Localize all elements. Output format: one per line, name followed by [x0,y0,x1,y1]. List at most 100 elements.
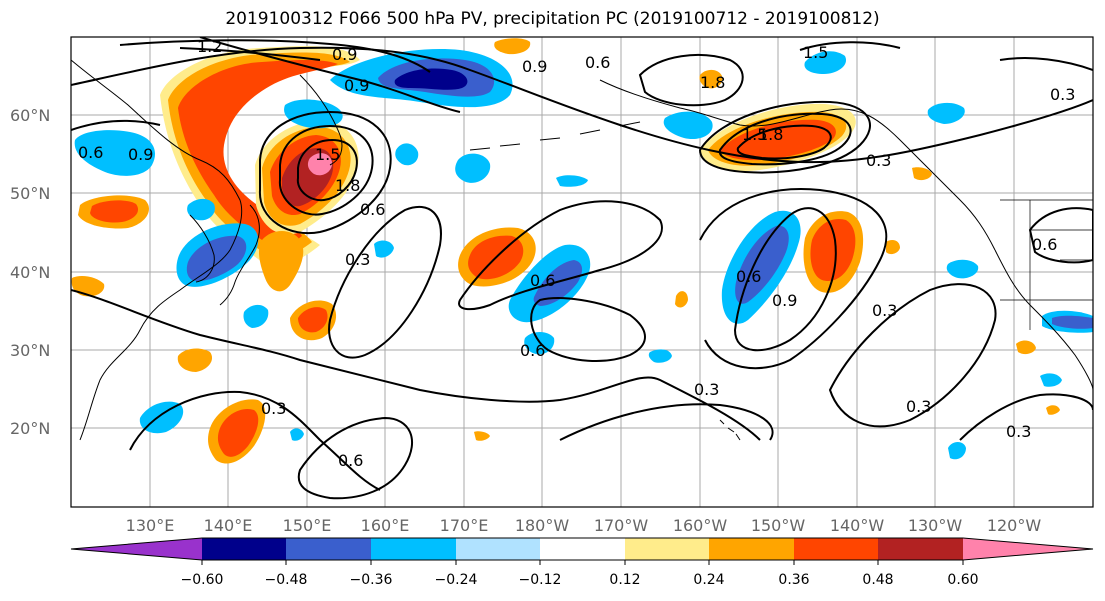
contour-label: 1.8 [335,176,360,195]
contour-label: 1.5 [742,125,767,144]
shade-orange-small1 [71,276,105,297]
lat-axis: 60°N 50°N 40°N 30°N 20°N [10,106,50,438]
colorbar-cell [625,538,709,560]
contour-east-north [999,57,1093,71]
shade-alaska-orange [699,69,723,89]
contour-label: 1.5 [315,145,340,164]
lon-label: 120°W [987,516,1042,535]
colorbar-cell [963,538,1093,560]
contour-label: 0.3 [872,301,897,320]
contour-label: 0.3 [261,399,286,418]
coast-asia [71,59,243,441]
shade-kuril-pink [307,153,333,176]
contour-label: 0.3 [694,380,719,399]
shade-sub-blue [139,401,184,434]
shade-orange-small5 [1046,405,1060,415]
shade-bc-blue [946,259,979,279]
colorbar-tick-label: 0.24 [693,572,724,588]
shade-china-blue [74,130,156,176]
contour-label: 0.3 [906,397,931,416]
shade-far-east-blue [948,442,966,460]
contour-label: 0.6 [585,53,610,72]
shade-cp-darkblue [533,260,583,306]
shade-gulf-top-blue [804,51,847,74]
contour-0.6-subtropics [297,416,414,500]
contour-label: 1.8 [700,73,725,92]
shade-ph-orange [177,348,213,372]
state-lines [1000,199,1093,330]
lat-label: 30°N [10,341,50,360]
shade-sub2-blue [290,428,304,441]
coast-na [994,249,1093,391]
shade-korea-blue [187,198,215,221]
shade-stw-red [298,307,328,333]
lon-label: 170°E [440,516,489,535]
shade-sub-red [217,408,259,457]
shade-nep2-orange [886,240,900,255]
contour-label: 0.6 [530,271,555,290]
contour-0.3-southeast [959,393,1093,441]
shade-cp3-blue [648,349,672,363]
colorbar-tick-label: −0.24 [435,572,478,588]
shade-nep-red [810,218,856,282]
contour-0.6-cp [530,297,646,363]
contour-west-coast-ring [1028,207,1093,264]
contour-1.2-north [179,47,321,61]
shade-china-red [90,200,139,223]
contour-gulf-ring2 [718,112,852,166]
coast-hawaii [719,419,741,441]
contour-label: 0.3 [1050,85,1075,104]
contour-label: 0.6 [360,200,385,219]
shade-nep3-orange [675,291,688,308]
shade-gulf-blue2 [927,102,965,124]
contour-label: 0.9 [128,145,153,164]
contour-0.3-ring [328,205,442,359]
colorbar-cell [540,538,625,560]
contour-0.3-mid [71,289,761,441]
colorbar-ticks [201,560,964,565]
coastlines [71,59,1093,441]
lat-label: 40°N [10,263,50,282]
colorbar-cell [371,538,456,560]
shade-okhotsk-red [178,60,338,247]
shade-nep-darkblue [735,225,789,304]
colorbar-cell [456,538,540,560]
contour-label: 0.9 [344,76,369,95]
shade-orange-small3 [474,431,490,441]
contour-label: 1.2 [197,37,222,56]
colorbar-cell [794,538,878,560]
colorbar-cell [202,538,286,560]
shade-blue-small5 [556,175,588,187]
shade-aleutian-east-blue [663,111,713,140]
lon-label: 140°E [204,516,253,535]
colorbar-tick-labels: −0.60 −0.48 −0.36 −0.24 −0.12 0.12 0.24 … [181,572,979,588]
coast-korea [189,214,215,283]
contour-0.6-west [71,119,161,131]
shade-orange-small2 [1016,340,1036,355]
contour-label: 0.3 [1006,422,1031,441]
colorbar-tick-label: −0.12 [519,572,562,588]
coast-kamchatka [299,74,343,166]
lat-label: 60°N [10,106,50,125]
contour-label: 0.6 [78,143,103,162]
contour-gulf-ring3 [736,124,832,160]
contour-label: 0.3 [345,250,370,269]
coast-aleutians [469,121,641,151]
lon-label: 180°W [515,516,570,535]
colorbar-cells [70,537,1094,561]
lon-axis: 130°E 140°E 150°E 160°E 170°E 180°W 170°… [126,516,1042,535]
shade-orange-small4 [912,167,932,181]
contour-label: 0.6 [338,451,363,470]
lon-label: 130°W [908,516,963,535]
lat-label: 50°N [10,184,50,203]
shade-west-coast-darkblue [1052,315,1093,329]
colorbar-cell [71,538,202,560]
contour-label: 0.3 [866,151,891,170]
contour-gulf-ring1 [698,100,871,174]
contour-0.3-east [828,283,997,428]
contour-0.3-subtropics [129,390,381,491]
lon-label: 160°E [361,516,410,535]
contour-0.9-nep [733,207,837,352]
shade-honshu-orange [258,231,304,292]
